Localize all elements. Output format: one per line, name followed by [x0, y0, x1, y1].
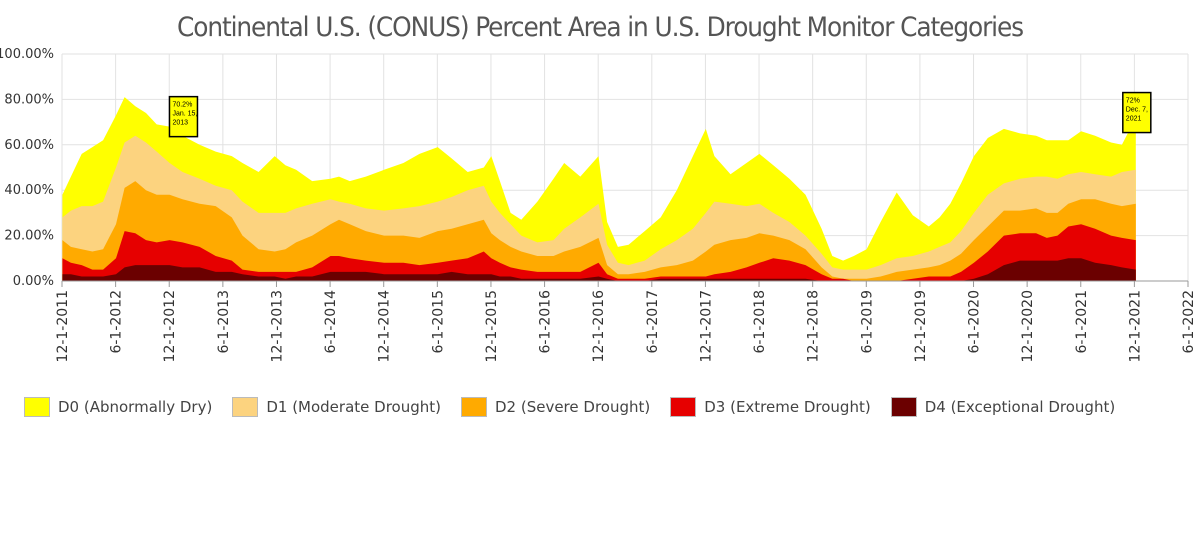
y-tick-label: 40.00% — [4, 183, 54, 198]
legend-swatch — [24, 397, 50, 417]
annotation-box: 70.2% Jan. 15, 2013 — [168, 95, 199, 138]
x-tick-label: 12-1-2018 — [806, 290, 822, 362]
axes: 0.00% 20.00% 40.00% 60.00% 80.00% 100.00% 12-1… — [0, 47, 1197, 362]
x-tick-label: 12-1-2012 — [162, 290, 178, 362]
annotation-frame — [1122, 91, 1152, 134]
legend-item[interactable]: D1 (Moderate Drought) — [232, 397, 441, 417]
x-tick-label: 6-1-2020 — [967, 290, 983, 354]
annotation-text: 2021 — [1126, 116, 1142, 123]
annotation-text: Jan. 15, — [172, 111, 197, 118]
x-tick-label: 6-1-2012 — [109, 290, 125, 354]
chart-title: Continental U.S. (CONUS) Percent Area in… — [177, 12, 1024, 43]
x-tick-label: 12-1-2014 — [377, 290, 393, 363]
area-series-d4 — [62, 258, 1136, 281]
legend-swatch — [232, 397, 259, 417]
legend-swatch — [670, 397, 697, 417]
legend-item[interactable]: D0 (Abnormally Dry) — [24, 397, 212, 417]
x-tick-label: 6-1-2018 — [752, 290, 768, 354]
y-tick-label: 20.00% — [4, 229, 54, 244]
legend: D0 (Abnormally Dry) D1 (Moderate Drought)… — [24, 394, 1135, 420]
legend-swatch — [460, 397, 487, 417]
y-tick-label: 0.00% — [13, 274, 54, 289]
legend-item[interactable]: D2 (Severe Drought) — [460, 397, 651, 417]
legend-label: D4 (Exceptional Drought) — [924, 398, 1116, 416]
x-tick-label: 12-1-2020 — [1020, 290, 1036, 362]
y-tick-label: 60.00% — [4, 138, 54, 153]
x-tick-label: 12-1-2015 — [484, 290, 500, 362]
y-tick-label: 100.00% — [0, 47, 54, 62]
legend-item[interactable]: D4 (Exceptional Drought) — [890, 397, 1116, 417]
annotation-text: 70.2% — [172, 102, 192, 109]
annotation-text: 72% — [1126, 98, 1140, 105]
x-tick-label: 6-1-2017 — [645, 290, 661, 354]
x-tick-label: 6-1-2022 — [1181, 290, 1197, 354]
x-tick-label: 12-1-2019 — [913, 290, 929, 362]
x-tick-label: 12-1-2017 — [698, 290, 714, 362]
x-tick-label: 6-1-2016 — [538, 290, 554, 354]
area-series-d3 — [62, 224, 1136, 281]
annotations: 70.2% Jan. 15, 2013 72% Dec. 7, 2021 — [168, 91, 1152, 138]
annotation-box: 72% Dec. 7, 2021 — [1122, 91, 1152, 134]
y-tick-label: 80.00% — [4, 92, 54, 107]
legend-label: D2 (Severe Drought) — [494, 398, 651, 416]
x-tick-label: 6-1-2019 — [859, 290, 875, 354]
legend-label: D1 (Moderate Drought) — [266, 398, 441, 416]
legend-label: D3 (Extreme Drought) — [704, 398, 871, 416]
x-tick-label: 6-1-2014 — [323, 290, 339, 354]
x-tick-label: 6-1-2015 — [430, 290, 446, 354]
annotation-text: 2013 — [172, 120, 188, 127]
legend-item[interactable]: D3 (Extreme Drought) — [670, 397, 871, 417]
x-tick-label: 6-1-2021 — [1074, 290, 1090, 354]
x-tick-label: 12-1-2021 — [1127, 290, 1143, 362]
x-tick-label: 12-1-2013 — [269, 290, 285, 362]
x-tick-label: 6-1-2013 — [216, 290, 232, 354]
legend-label: D0 (Abnormally Dry) — [58, 398, 213, 416]
x-tick-label: 12-1-2016 — [591, 290, 607, 363]
legend-swatch — [890, 397, 917, 417]
area-series-group — [62, 97, 1136, 281]
annotation-text: Dec. 7, — [1126, 107, 1148, 114]
annotation-frame — [168, 95, 199, 138]
x-tick-label: 12-1-2011 — [55, 290, 71, 362]
